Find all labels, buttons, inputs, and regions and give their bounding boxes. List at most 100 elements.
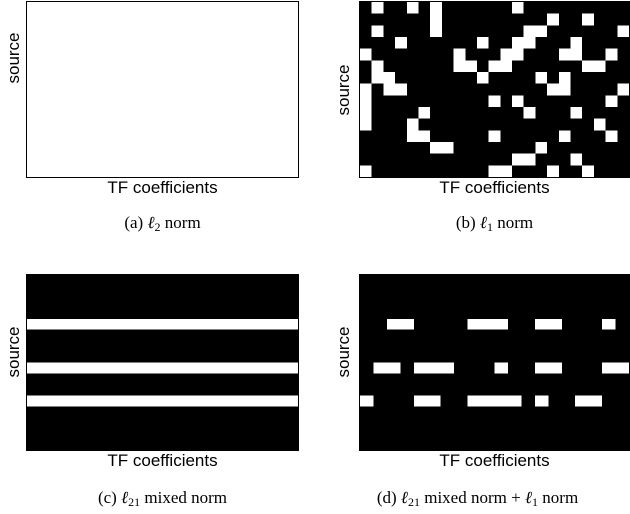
active-coefficient [512,2,524,14]
caption-sub-2: 1 [532,495,539,509]
active-coefficient [512,48,524,61]
active-coefficient [617,83,629,96]
active-coefficient [535,72,548,84]
active-coefficient [360,83,372,96]
active-coefficient [360,95,372,107]
active-coefficient [440,362,455,374]
coefficient-pattern [27,318,298,407]
active-coefficient [494,362,508,374]
x-axis-label: TF coefficients [439,451,550,470]
plot-area-l21 [26,274,299,451]
active-coefficient [453,60,466,72]
active-coefficient [418,130,431,142]
caption-a: (a) ℓ2 norm [26,213,299,235]
y-axis-label: source [334,326,353,378]
caption-rest-2: norm [542,488,579,507]
active-coefficient [558,48,571,61]
active-coefficient [383,72,396,84]
active-coefficient [547,13,559,26]
active-coefficient [523,107,536,119]
active-coefficient [406,118,419,131]
caption-rest: norm [497,213,534,232]
caption-rest: norm [164,213,201,232]
active-coefficient [430,13,442,26]
coefficient-pattern [360,318,629,407]
caption-prefix: (c) [97,488,117,507]
active-coefficient [547,83,559,96]
active-coefficient [575,395,589,407]
active-coefficient [500,48,513,61]
active-coefficient [593,118,606,131]
active-coefficient [360,165,372,177]
y-axis-label: source [334,64,353,116]
active-coefficient [494,395,508,407]
coefficient-pattern [360,2,629,177]
active-coefficient [467,318,482,330]
active-coefficient [386,362,401,374]
active-coefficient [476,37,489,49]
active-coefficient [602,318,616,330]
x-axis-label: TF coefficients [107,451,218,470]
active-coefficient [373,362,387,374]
active-coefficient [535,25,548,37]
active-coefficient [548,318,562,330]
active-coefficient [360,107,372,119]
active-coefficient [395,37,407,49]
active-coefficient [523,37,536,49]
active-coefficient [371,2,384,14]
active-coefficient [406,130,419,142]
active-source-row [27,362,298,374]
plot-area-l21-l1 [359,274,630,451]
active-coefficient [488,165,501,177]
active-coefficient [605,130,618,142]
active-coefficient [360,395,374,407]
active-coefficient [406,2,419,14]
active-coefficient [427,362,441,374]
active-coefficient [418,107,431,119]
active-coefficient [512,153,524,166]
active-coefficient [547,165,559,177]
active-coefficient [360,118,372,131]
active-coefficient [430,2,442,14]
caption-sub: 21 [407,495,420,509]
active-coefficient [481,395,495,407]
caption-sub: 1 [487,220,494,234]
caption-prefix: (a) [124,213,144,232]
active-coefficient [430,25,442,37]
caption-b: (b) ℓ1 norm [359,213,630,235]
active-coefficient [500,60,513,72]
active-coefficient [617,25,629,37]
active-coefficient [467,395,482,407]
active-coefficient [413,395,428,407]
coefficient-pattern [27,2,298,177]
caption-ell: ℓ [479,213,488,232]
active-coefficient [582,60,594,72]
x-axis-label: TF coefficients [107,178,218,197]
active-coefficient [383,83,396,96]
caption-sub: 2 [154,220,161,234]
caption-rest: mixed norm + [424,488,525,507]
active-coefficient [441,142,454,154]
active-coefficient [488,95,501,107]
active-source-row [27,318,298,330]
x-axis-label: TF coefficients [439,178,550,197]
active-coefficient [570,153,583,166]
active-coefficient [512,95,524,107]
active-coefficient [494,318,508,330]
caption-rest: mixed norm [144,488,228,507]
active-coefficient [558,130,571,142]
active-coefficient [371,60,384,72]
active-coefficient [523,25,536,37]
active-coefficient [534,318,549,330]
active-coefficient [400,318,414,330]
active-coefficient [534,362,549,374]
active-coefficient [558,83,571,96]
active-coefficient [570,37,583,49]
active-coefficient [523,153,536,166]
active-coefficient [558,72,571,84]
active-coefficient [535,142,548,154]
plot-area-l2 [26,1,299,178]
active-coefficient [430,142,442,154]
active-coefficient [582,165,594,177]
active-coefficient [500,165,513,177]
